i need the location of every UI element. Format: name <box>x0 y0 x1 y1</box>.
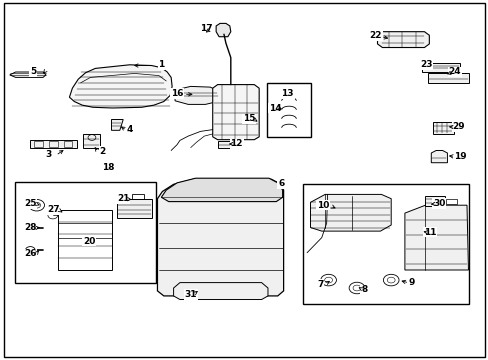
Text: 14: 14 <box>268 104 281 112</box>
Polygon shape <box>30 140 77 148</box>
Text: 5: 5 <box>30 68 36 77</box>
Text: 18: 18 <box>102 163 115 172</box>
Polygon shape <box>10 72 46 77</box>
Text: 22: 22 <box>368 31 381 40</box>
Polygon shape <box>175 86 220 104</box>
Text: 23: 23 <box>419 60 432 69</box>
Polygon shape <box>310 194 390 231</box>
Text: 9: 9 <box>407 278 414 287</box>
Text: 7: 7 <box>316 280 323 289</box>
Text: 20: 20 <box>82 237 95 246</box>
Text: 4: 4 <box>126 125 133 134</box>
Polygon shape <box>404 205 468 270</box>
Polygon shape <box>161 178 282 202</box>
Polygon shape <box>425 196 444 206</box>
Polygon shape <box>216 23 230 37</box>
Text: 27: 27 <box>47 205 60 214</box>
Text: 17: 17 <box>200 24 212 33</box>
Text: 31: 31 <box>184 290 197 299</box>
Text: 8: 8 <box>361 285 366 294</box>
Text: 24: 24 <box>447 68 460 77</box>
Text: 11: 11 <box>423 228 436 237</box>
Text: 3: 3 <box>46 150 52 159</box>
Text: 6: 6 <box>278 179 284 188</box>
Text: 1: 1 <box>158 60 164 69</box>
Polygon shape <box>157 179 283 296</box>
Text: 21: 21 <box>117 194 129 203</box>
Polygon shape <box>83 134 100 148</box>
Polygon shape <box>217 141 238 148</box>
Polygon shape <box>212 85 259 140</box>
Text: 16: 16 <box>170 89 183 98</box>
Text: 12: 12 <box>230 139 243 148</box>
Polygon shape <box>180 283 261 294</box>
Polygon shape <box>430 150 447 163</box>
Polygon shape <box>173 283 267 300</box>
Text: 2: 2 <box>100 147 105 156</box>
Text: 28: 28 <box>24 223 37 232</box>
Polygon shape <box>377 32 428 48</box>
Text: 29: 29 <box>451 122 464 131</box>
Polygon shape <box>421 63 459 72</box>
Text: 13: 13 <box>281 89 293 98</box>
Text: 15: 15 <box>243 114 255 123</box>
Text: 25: 25 <box>24 199 37 208</box>
Text: 30: 30 <box>432 199 445 208</box>
Polygon shape <box>117 199 151 218</box>
Polygon shape <box>111 120 123 130</box>
Text: 19: 19 <box>453 152 466 161</box>
Polygon shape <box>427 73 468 83</box>
Polygon shape <box>432 122 453 134</box>
Polygon shape <box>69 65 172 108</box>
Text: 26: 26 <box>24 249 37 258</box>
Text: 10: 10 <box>316 201 328 210</box>
